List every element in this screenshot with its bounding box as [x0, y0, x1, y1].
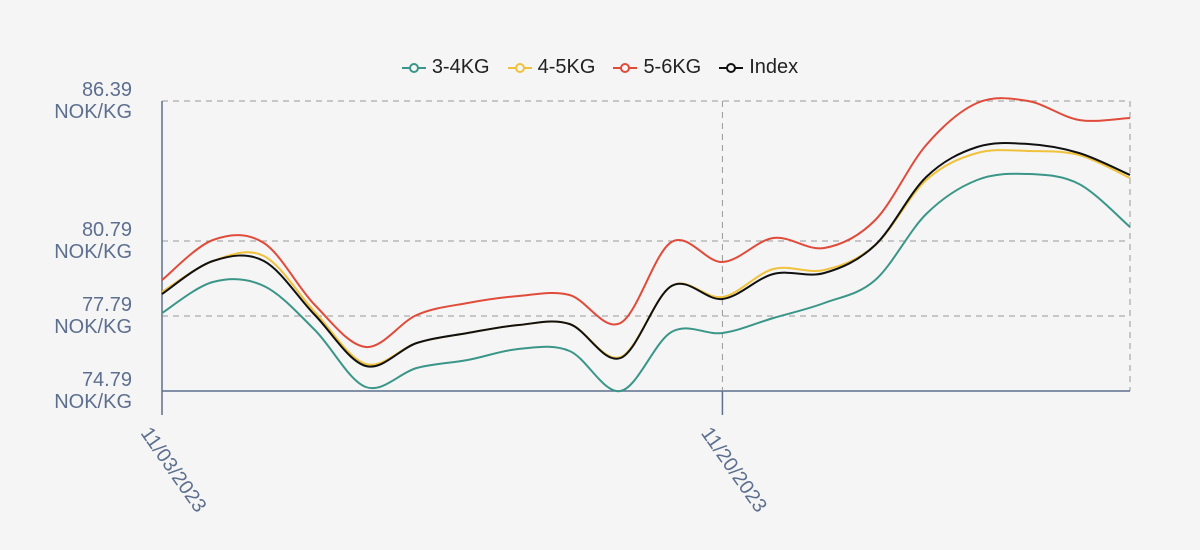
legend-dot — [514, 62, 525, 73]
legend: 3-4KG 4-5KG 5-6KG Index — [0, 56, 1200, 79]
series-line — [161, 97, 1131, 349]
series-line — [161, 172, 1131, 393]
legend-item: 4-5KG — [507, 56, 596, 79]
legend-icon — [719, 62, 744, 73]
legend-icon — [401, 62, 426, 73]
y-tick-label: 74.79 NOK/KG — [54, 369, 132, 413]
legend-label: Index — [749, 56, 799, 78]
y-tick-label: 77.79 NOK/KG — [54, 294, 132, 338]
legend-icon — [507, 62, 532, 73]
legend-item: 5-6KG — [613, 56, 701, 79]
y-tick-label: 80.79 NOK/KG — [54, 219, 132, 263]
legend-label: 3-4KG — [431, 56, 490, 78]
legend-dot — [620, 62, 631, 73]
legend-dot — [408, 62, 419, 73]
legend-icon — [613, 62, 638, 73]
y-tick-label: 86.39 NOK/KG — [54, 79, 132, 123]
legend-label: 5-6KG — [643, 56, 702, 78]
x-tick-label: 11/20/2023 — [696, 423, 771, 516]
series-line — [161, 149, 1131, 366]
series-line — [161, 142, 1131, 368]
legend-item: 3-4KG — [401, 56, 490, 79]
legend-dot — [726, 62, 737, 73]
legend-label: 4-5KG — [537, 56, 596, 78]
x-tick-label: 11/03/2023 — [136, 423, 211, 516]
legend-item: Index — [719, 56, 798, 79]
